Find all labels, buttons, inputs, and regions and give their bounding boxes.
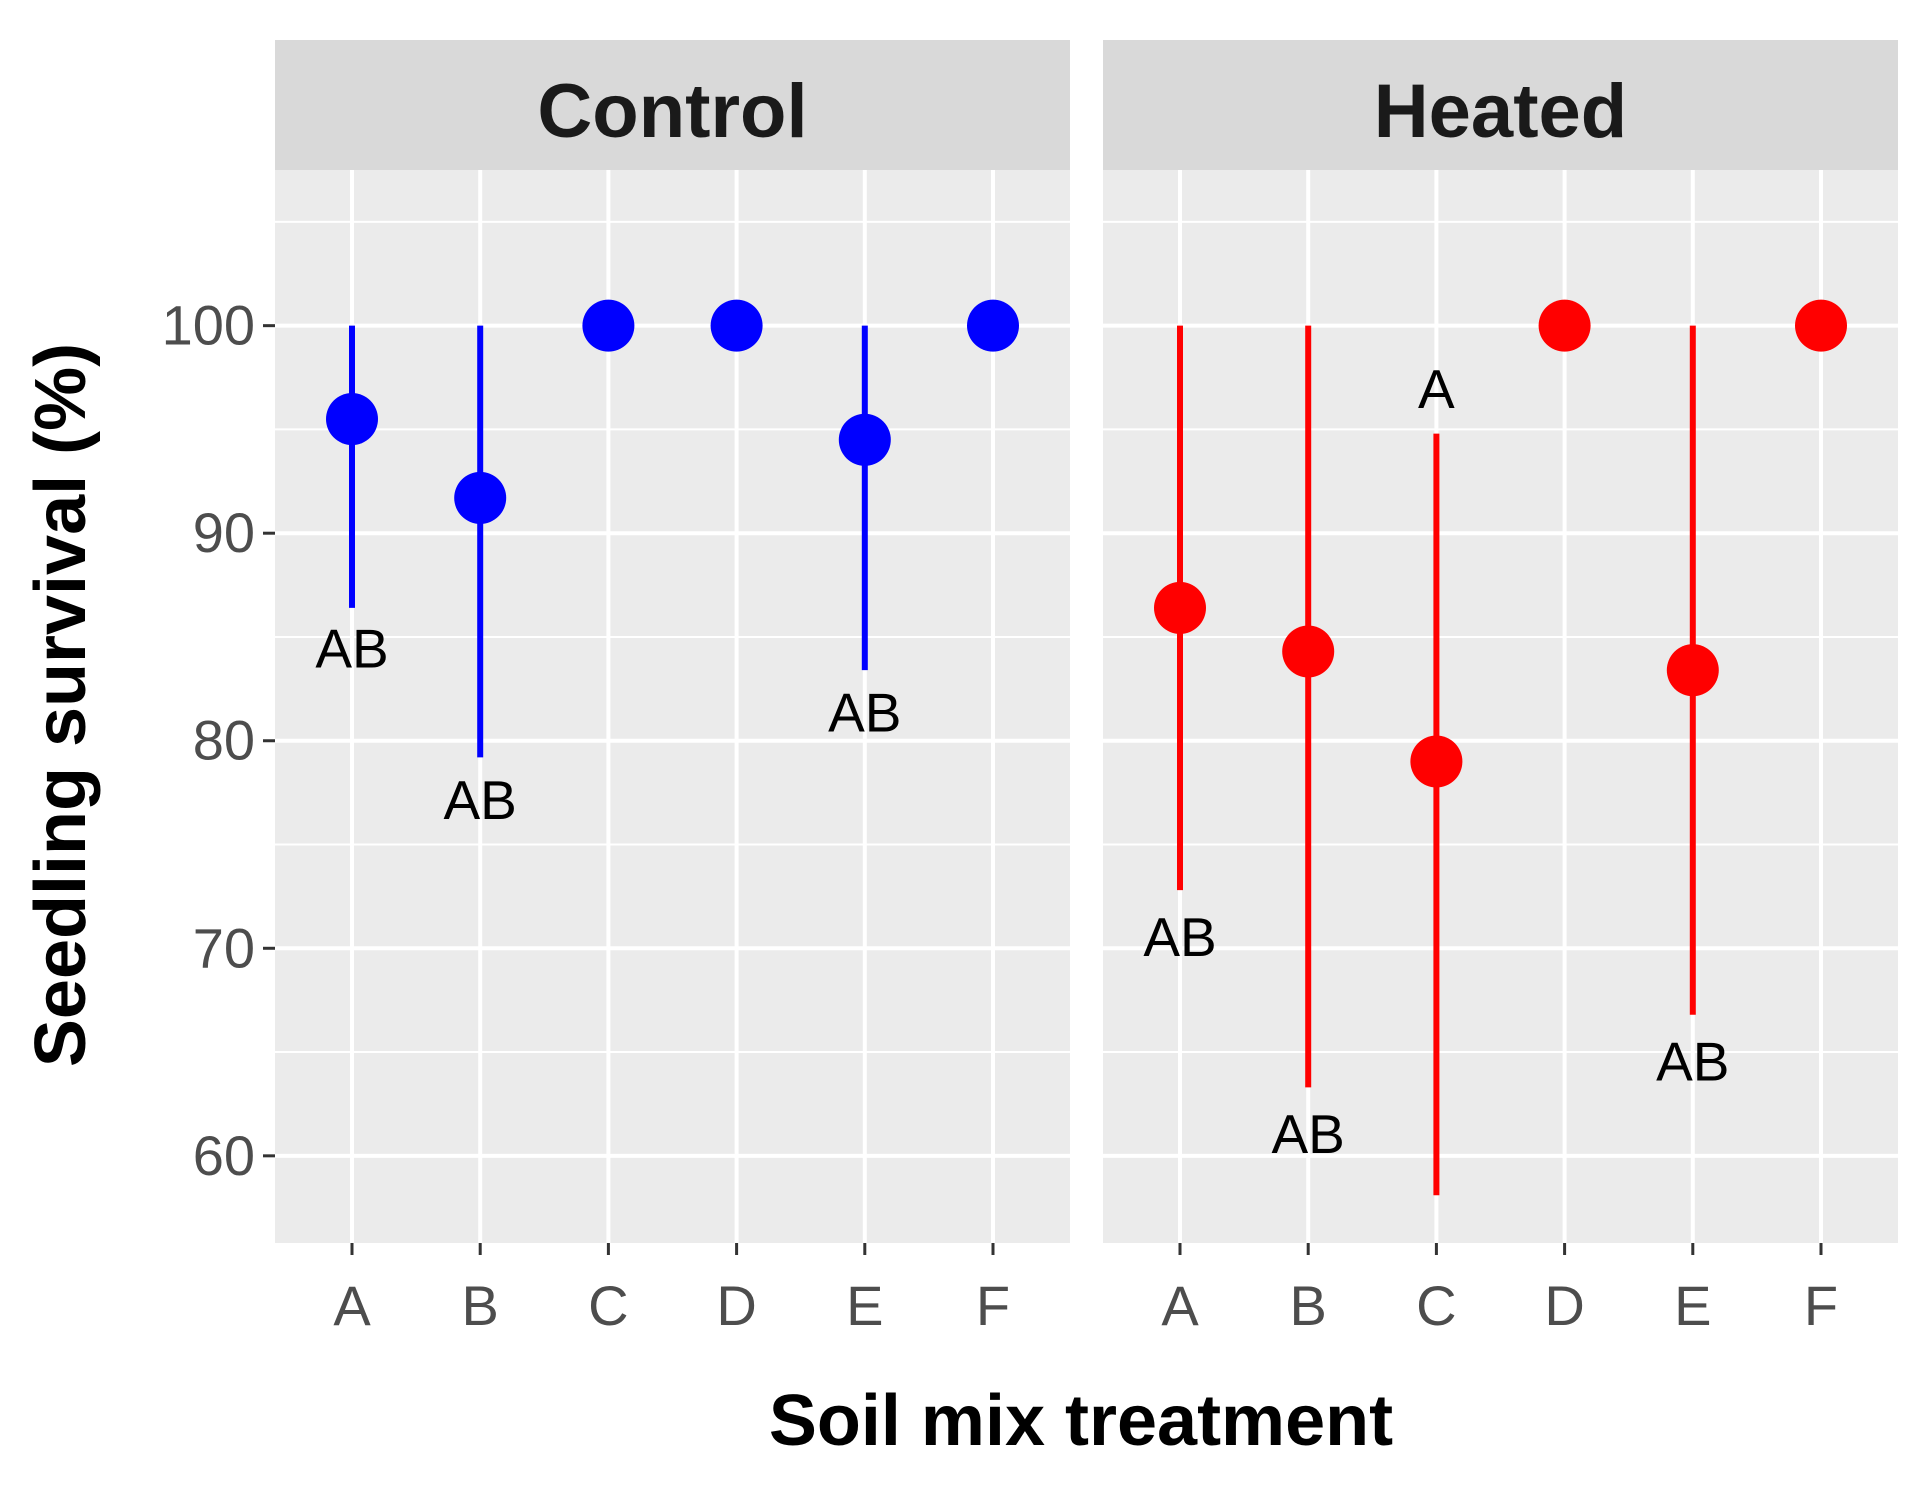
facet-title-heated: Heated bbox=[1374, 69, 1627, 154]
data-point bbox=[1795, 299, 1847, 352]
point-range-heated-f bbox=[1795, 299, 1847, 352]
data-point bbox=[710, 299, 763, 352]
significance-label: AB bbox=[1656, 1030, 1729, 1092]
x-tick-label: D bbox=[716, 1274, 756, 1337]
panel-background bbox=[275, 170, 1070, 1243]
point-range-control-e: AB bbox=[828, 325, 901, 744]
data-point bbox=[967, 299, 1019, 352]
data-point bbox=[1666, 644, 1719, 697]
y-tick-label: 70 bbox=[193, 916, 255, 979]
data-point bbox=[1410, 735, 1463, 788]
significance-label: AB bbox=[1143, 906, 1216, 968]
significance-label: AB bbox=[444, 769, 517, 831]
y-tick-label: 80 bbox=[193, 709, 255, 772]
data-point bbox=[454, 471, 507, 524]
data-point bbox=[326, 393, 378, 446]
x-tick-label: B bbox=[462, 1274, 499, 1337]
point-range-control-d bbox=[710, 299, 763, 352]
x-tick-label: E bbox=[1674, 1274, 1711, 1337]
y-tick-label: 60 bbox=[193, 1124, 255, 1187]
significance-label: A bbox=[1418, 358, 1455, 420]
x-tick-label: F bbox=[976, 1274, 1010, 1337]
point-range-heated-d bbox=[1538, 299, 1591, 352]
point-range-heated-c: A bbox=[1410, 358, 1463, 1196]
y-axis: 60 70 80 90 100 bbox=[162, 294, 275, 1187]
significance-label: AB bbox=[828, 682, 901, 744]
facet-strip-heated bbox=[1103, 40, 1898, 170]
facet-title-control: Control bbox=[537, 69, 807, 154]
point-range-control-a: AB bbox=[315, 325, 389, 679]
x-tick-label: A bbox=[1161, 1274, 1199, 1337]
significance-label: AB bbox=[1272, 1103, 1345, 1165]
x-tick-label: B bbox=[1290, 1274, 1327, 1337]
point-range-control-c bbox=[582, 299, 635, 352]
point-range-control-b: AB bbox=[444, 325, 517, 831]
y-tick-label: 90 bbox=[193, 501, 255, 564]
x-tick-label: E bbox=[846, 1274, 883, 1337]
point-range-heated-b: AB bbox=[1272, 325, 1345, 1165]
x-tick-label: A bbox=[333, 1274, 371, 1337]
x-tick-label: C bbox=[588, 1274, 628, 1337]
x-tick-label: D bbox=[1544, 1274, 1584, 1337]
data-point bbox=[1538, 299, 1591, 352]
facet-strip-control bbox=[275, 40, 1070, 170]
point-range-control-f bbox=[967, 299, 1019, 352]
data-point bbox=[1282, 625, 1335, 678]
panel-background bbox=[1103, 170, 1898, 1243]
y-axis-title: Seedling survival (%) bbox=[21, 343, 101, 1067]
x-axis-title: Soil mix treatment bbox=[769, 1381, 1393, 1461]
y-tick-label: 100 bbox=[162, 294, 255, 357]
point-range-heated-a: AB bbox=[1143, 325, 1217, 968]
significance-label: AB bbox=[315, 617, 388, 679]
data-point bbox=[1154, 581, 1206, 634]
data-point bbox=[838, 413, 891, 466]
x-tick-label: F bbox=[1804, 1274, 1838, 1337]
data-point bbox=[582, 299, 635, 352]
x-tick-label: C bbox=[1416, 1274, 1456, 1337]
point-range-heated-e: AB bbox=[1656, 325, 1729, 1092]
